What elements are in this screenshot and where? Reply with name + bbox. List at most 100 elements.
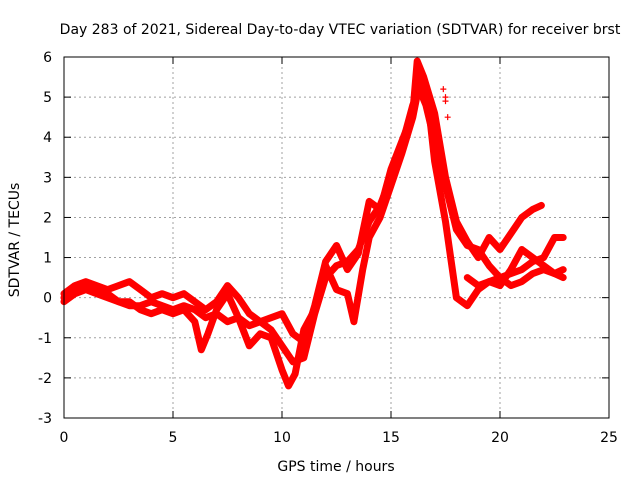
x-tick-labels: 0 5 10 15 20 25 [60, 430, 618, 446]
series-line [60, 57, 545, 346]
data-point-marker [442, 218, 449, 225]
data-point-marker [137, 306, 144, 313]
data-point-marker [115, 298, 122, 305]
data-point-marker [497, 282, 503, 289]
data-point-marker [442, 174, 449, 181]
y-tick-label: -1 [38, 331, 52, 347]
data-point-marker [440, 86, 447, 93]
data-point-marker [475, 254, 482, 261]
data-point-marker [204, 330, 211, 337]
data-point-marker [560, 266, 567, 273]
data-point-marker [148, 310, 155, 317]
data-point-marker [366, 234, 373, 241]
data-point-marker [444, 114, 451, 121]
data-point-marker [355, 250, 362, 257]
data-point-marker [224, 318, 231, 325]
y-tick-label: 5 [43, 90, 52, 106]
data-point-marker [198, 346, 205, 353]
data-point-marker [518, 214, 525, 221]
data-point-marker [507, 230, 514, 237]
data-point-marker [540, 262, 547, 269]
chart-title: Day 283 of 2021, Sidereal Day-to-day VTE… [60, 22, 621, 38]
data-point-marker [170, 294, 176, 301]
x-tick-label: 20 [491, 430, 509, 446]
data-point-marker [180, 290, 187, 297]
data-point-marker [529, 258, 536, 265]
data-point-marker [350, 318, 357, 325]
data-point-marker [170, 310, 176, 317]
data-point-marker [268, 334, 275, 341]
data-point-marker [518, 278, 525, 285]
data-point-marker [420, 74, 427, 81]
data-point-marker [398, 138, 405, 145]
data-point-marker [486, 234, 493, 241]
x-axis-label: GPS time / hours [277, 459, 394, 475]
data-point-marker [104, 286, 111, 293]
data-point-marker [529, 206, 536, 213]
y-tick-label: 6 [43, 50, 52, 66]
x-tick-label: 15 [382, 430, 400, 446]
data-point-marker [285, 382, 292, 389]
series-line [463, 234, 567, 290]
data-point-marker [224, 282, 231, 289]
data-point-marker [344, 290, 351, 297]
y-tick-label: 1 [43, 251, 52, 267]
data-point-marker [333, 286, 340, 293]
data-point-marker [137, 286, 144, 293]
data-point-marker [126, 298, 133, 305]
data-point-marker [551, 270, 558, 277]
data-point-marker [257, 318, 264, 325]
data-point-marker [292, 370, 299, 377]
data-point-marker [344, 266, 351, 273]
data-point-marker [93, 282, 100, 289]
data-point-marker [202, 314, 209, 321]
data-point-marker [115, 282, 122, 289]
data-point-marker [213, 298, 220, 305]
data-point-marker [71, 282, 78, 289]
data-point-marker [246, 342, 253, 349]
data-point-marker [464, 238, 471, 245]
data-point-marker [453, 294, 460, 301]
data-point-marker [486, 278, 493, 285]
data-point-marker [279, 342, 285, 349]
data-point-marker [486, 262, 493, 269]
plot-frame [63, 56, 610, 419]
data-point-marker [268, 326, 275, 333]
y-tick-label: -2 [38, 371, 52, 387]
data-point-marker [427, 118, 434, 125]
series-track-c [60, 57, 545, 346]
x-tick-label: 5 [169, 430, 178, 446]
data-point-marker [560, 234, 567, 241]
series-track-d [463, 234, 567, 290]
data-point-marker [560, 274, 567, 281]
data-point-marker [279, 366, 285, 373]
data-point-marker [311, 302, 318, 309]
y-tick-label: 2 [43, 210, 52, 226]
data-point-marker [180, 306, 187, 313]
data-point-marker [464, 302, 471, 309]
data-point-marker [191, 298, 198, 305]
data-point-marker [268, 314, 275, 321]
data-point-marker [333, 262, 340, 269]
data-point-marker [322, 258, 329, 265]
data-point-marker [159, 290, 166, 297]
data-point-marker [235, 294, 242, 301]
data-point-marker [126, 278, 133, 285]
data-point-marker [414, 58, 421, 65]
data-point-marker [159, 306, 166, 313]
data-point-marker [148, 294, 155, 301]
y-tick-label: 0 [43, 291, 52, 307]
x-tick-label: 10 [273, 430, 291, 446]
data-point-marker [202, 306, 209, 313]
y-tick-label: 4 [43, 130, 52, 146]
y-tick-label: -3 [38, 411, 52, 427]
data-point-marker [289, 330, 296, 337]
x-tick-label: 0 [60, 430, 69, 446]
data-point-marker [431, 110, 438, 117]
data-point-marker [529, 270, 536, 277]
data-point-marker [497, 274, 503, 281]
data-point-marker [507, 282, 514, 289]
data-point-marker [453, 218, 460, 225]
data-point-marker [538, 202, 545, 209]
